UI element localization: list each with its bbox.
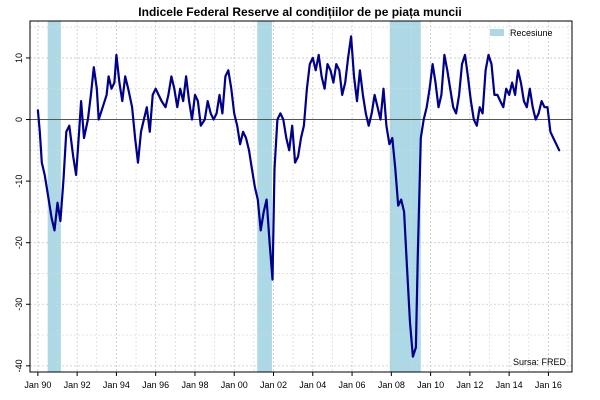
x-tick-label-6: Jan 02: [260, 380, 287, 390]
x-tick-label-2: Jan 94: [103, 380, 130, 390]
legend-label-recesiune: Recesiune: [510, 28, 553, 38]
y-tick-label-2: -20: [14, 236, 24, 249]
y-tick-label-1: -30: [14, 298, 24, 311]
x-tick-label-3: Jan 96: [142, 380, 169, 390]
series-line-0: [36, 35, 561, 358]
x-tick-label-0: Jan 90: [24, 380, 51, 390]
legend: Recesiune: [490, 28, 553, 38]
chart-title: Indicele Federal Reserve al condițiilor …: [138, 5, 461, 19]
y-axis: -40 -30 -20 -10 0 10: [14, 53, 30, 372]
x-tick-label-4: Jan 98: [181, 380, 208, 390]
grid-lines: [30, 21, 572, 372]
x-tick-label-1: Jan 92: [64, 380, 91, 390]
plot-frame: [29, 20, 573, 373]
y-tick-label-0: -40: [14, 359, 24, 372]
source-note: Sursa: FRED: [513, 357, 567, 367]
x-tick-label-5: Jan 00: [221, 380, 248, 390]
x-tick-label-11: Jan 12: [456, 380, 483, 390]
recession-band-1: [257, 21, 272, 372]
x-tick-label-7: Jan 04: [299, 380, 326, 390]
x-tick-label-13: Jan 16: [535, 380, 562, 390]
y-tick-label-5: 10: [14, 53, 24, 63]
x-tick-label-9: Jan 08: [378, 380, 405, 390]
x-tick-label-12: Jan 14: [496, 380, 523, 390]
x-axis: Jan 90 Jan 92 Jan 94 Jan 96 Jan 98 Jan 00 Jan …: [24, 372, 562, 390]
x-tick-label-8: Jan 06: [339, 380, 366, 390]
x-tick-label-10: Jan 10: [417, 380, 444, 390]
legend-swatch-recesiune: [490, 29, 504, 36]
recession-band-0: [47, 21, 61, 372]
series-layer: [36, 35, 561, 358]
y-tick-label-3: -10: [14, 175, 24, 188]
y-tick-label-4: 0: [14, 117, 24, 122]
